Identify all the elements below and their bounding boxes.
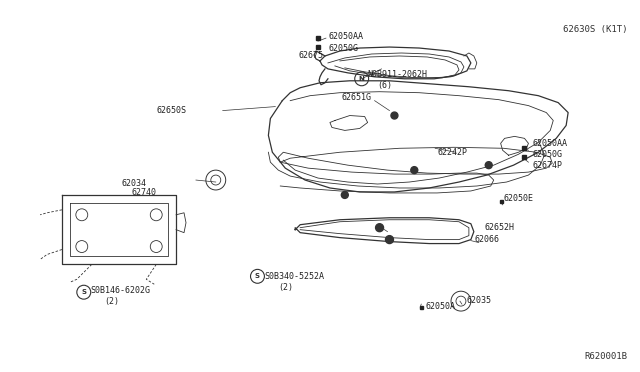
Bar — [316, 45, 320, 49]
Text: 62050AA: 62050AA — [329, 32, 364, 41]
Text: 62630S (K1T): 62630S (K1T) — [563, 25, 628, 34]
Circle shape — [376, 224, 383, 232]
Circle shape — [485, 162, 492, 169]
Text: 62066: 62066 — [475, 235, 500, 244]
Text: S0B146-6202G: S0B146-6202G — [91, 286, 151, 295]
Text: N0B911-2062H: N0B911-2062H — [367, 70, 428, 79]
Circle shape — [385, 235, 394, 244]
Text: 62675: 62675 — [298, 51, 323, 61]
Circle shape — [411, 167, 418, 174]
Bar — [522, 146, 527, 150]
Text: R620001B: R620001B — [585, 352, 628, 361]
Text: 62652H: 62652H — [484, 223, 515, 232]
Text: 62050A: 62050A — [425, 302, 455, 311]
Text: (6): (6) — [378, 81, 392, 90]
Text: 62674P: 62674P — [532, 161, 563, 170]
Text: 62050E: 62050E — [504, 195, 534, 203]
Circle shape — [341, 192, 348, 198]
Bar — [522, 155, 527, 159]
Bar — [316, 36, 320, 40]
Text: 62050AA: 62050AA — [532, 139, 568, 148]
Circle shape — [391, 112, 398, 119]
Bar — [420, 306, 423, 309]
Text: 62651G: 62651G — [342, 93, 372, 102]
Text: 62035: 62035 — [467, 296, 492, 305]
Text: (2): (2) — [278, 283, 293, 292]
Text: 62740: 62740 — [131, 189, 156, 198]
Text: 62650S: 62650S — [156, 106, 186, 115]
Bar — [500, 201, 503, 203]
Text: 62034: 62034 — [122, 179, 147, 187]
Text: S: S — [81, 289, 86, 295]
Text: 62242P: 62242P — [437, 148, 467, 157]
Text: S: S — [255, 273, 260, 279]
Text: N: N — [359, 76, 365, 82]
Text: (2): (2) — [104, 296, 120, 306]
Text: 62050G: 62050G — [532, 150, 563, 159]
Text: S0B340-5252A: S0B340-5252A — [264, 272, 324, 281]
Text: 62050G: 62050G — [329, 44, 359, 52]
